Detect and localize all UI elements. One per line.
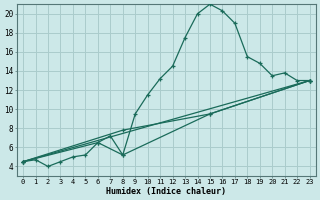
X-axis label: Humidex (Indice chaleur): Humidex (Indice chaleur)	[106, 187, 226, 196]
